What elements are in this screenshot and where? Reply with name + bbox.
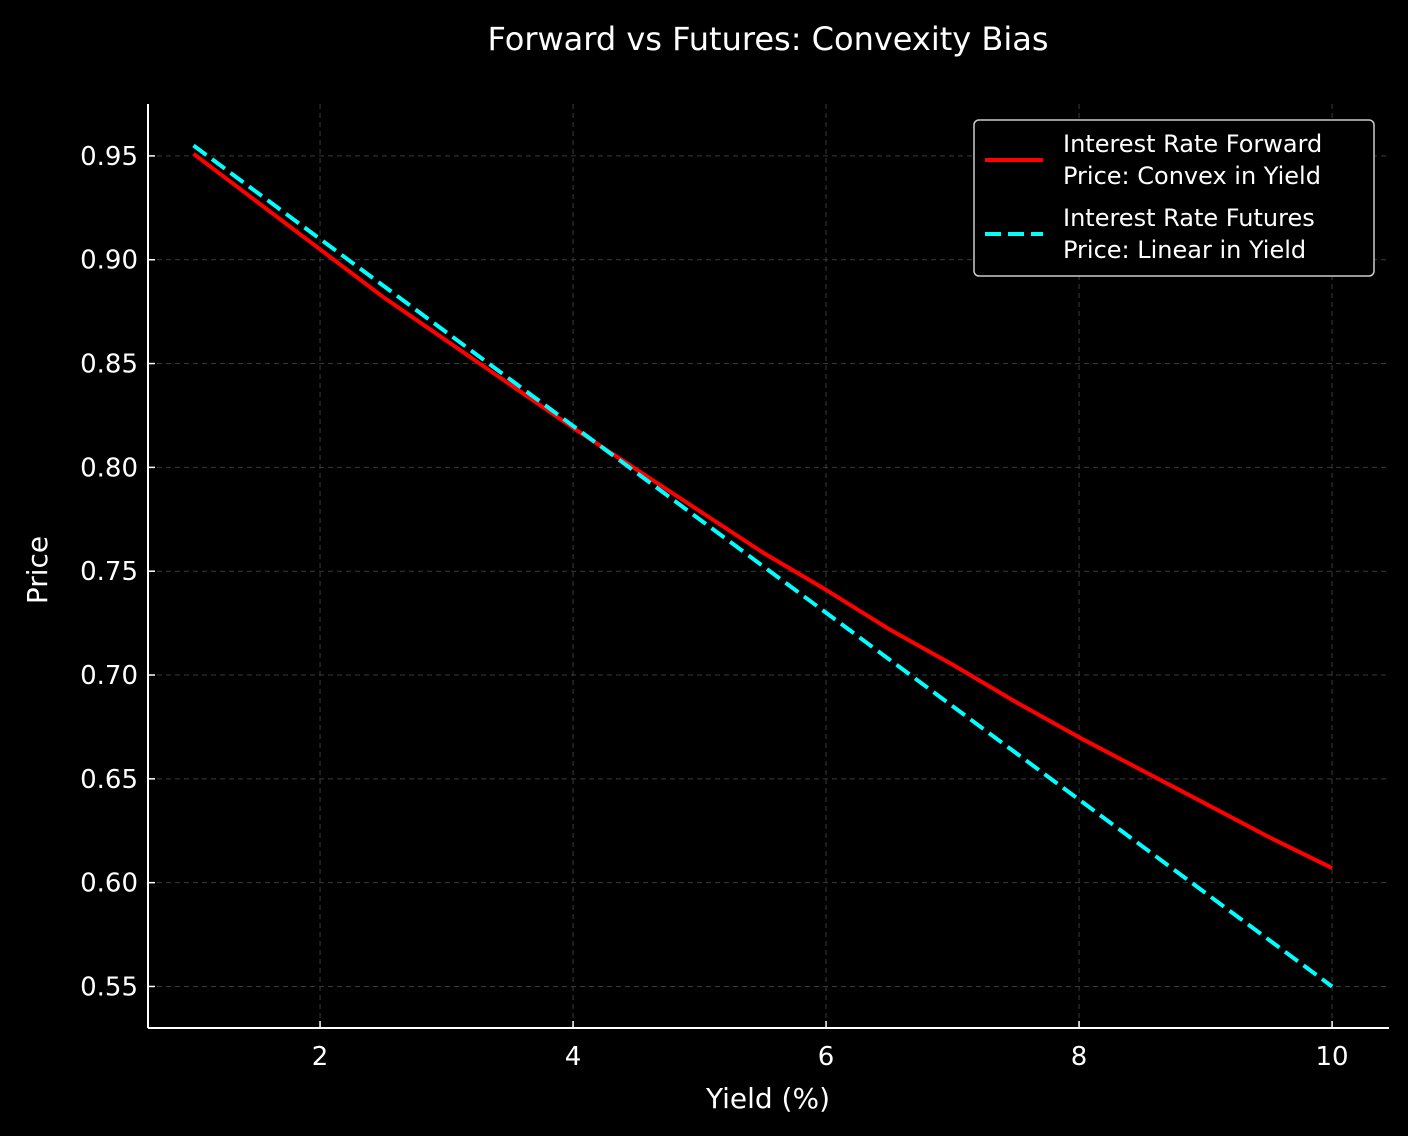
y-tick-label: 0.90 (80, 246, 138, 276)
y-tick-label: 0.65 (80, 765, 138, 795)
y-tick-label: 0.85 (80, 350, 138, 380)
legend-label-2: Price: Linear in Yield (1063, 236, 1306, 264)
y-tick-label: 0.60 (80, 869, 138, 899)
legend-box (973, 119, 1375, 277)
y-tick-label: 0.75 (80, 557, 138, 587)
legend: Interest Rate Forward Price: Convex in Yi… (973, 119, 1375, 277)
chart-title: Forward vs Futures: Convexity Bias (487, 20, 1048, 58)
legend-label-1: Interest Rate Forward (1063, 130, 1322, 158)
x-tick-label: 2 (312, 1042, 329, 1072)
x-tick-label: 6 (818, 1042, 835, 1072)
axes (147, 104, 1389, 1029)
y-tick-label: 0.95 (80, 142, 138, 172)
y-tick-label: 0.55 (80, 972, 138, 1002)
y-axis-label: Price (21, 536, 54, 604)
series-line-1 (192, 152, 1333, 870)
x-tick-label: 10 (1316, 1042, 1349, 1072)
series-group (192, 143, 1334, 989)
legend-label-2: Interest Rate Futures (1063, 204, 1315, 232)
legend-label-1: Price: Convex in Yield (1063, 162, 1321, 190)
x-tick-label: 8 (1071, 1042, 1088, 1072)
y-tick-label: 0.70 (80, 661, 138, 691)
y-ticks: 0.95 0.90 0.85 0.80 0.75 0.70 0.65 0.60 0.55 (80, 142, 155, 1002)
series-line-2 (192, 143, 1334, 989)
x-tick-label: 4 (565, 1042, 582, 1072)
x-axis-label: Yield (%) (705, 1082, 830, 1115)
x-ticks: 2 4 6 8 10 (312, 1021, 1349, 1072)
y-tick-label: 0.80 (80, 453, 138, 483)
